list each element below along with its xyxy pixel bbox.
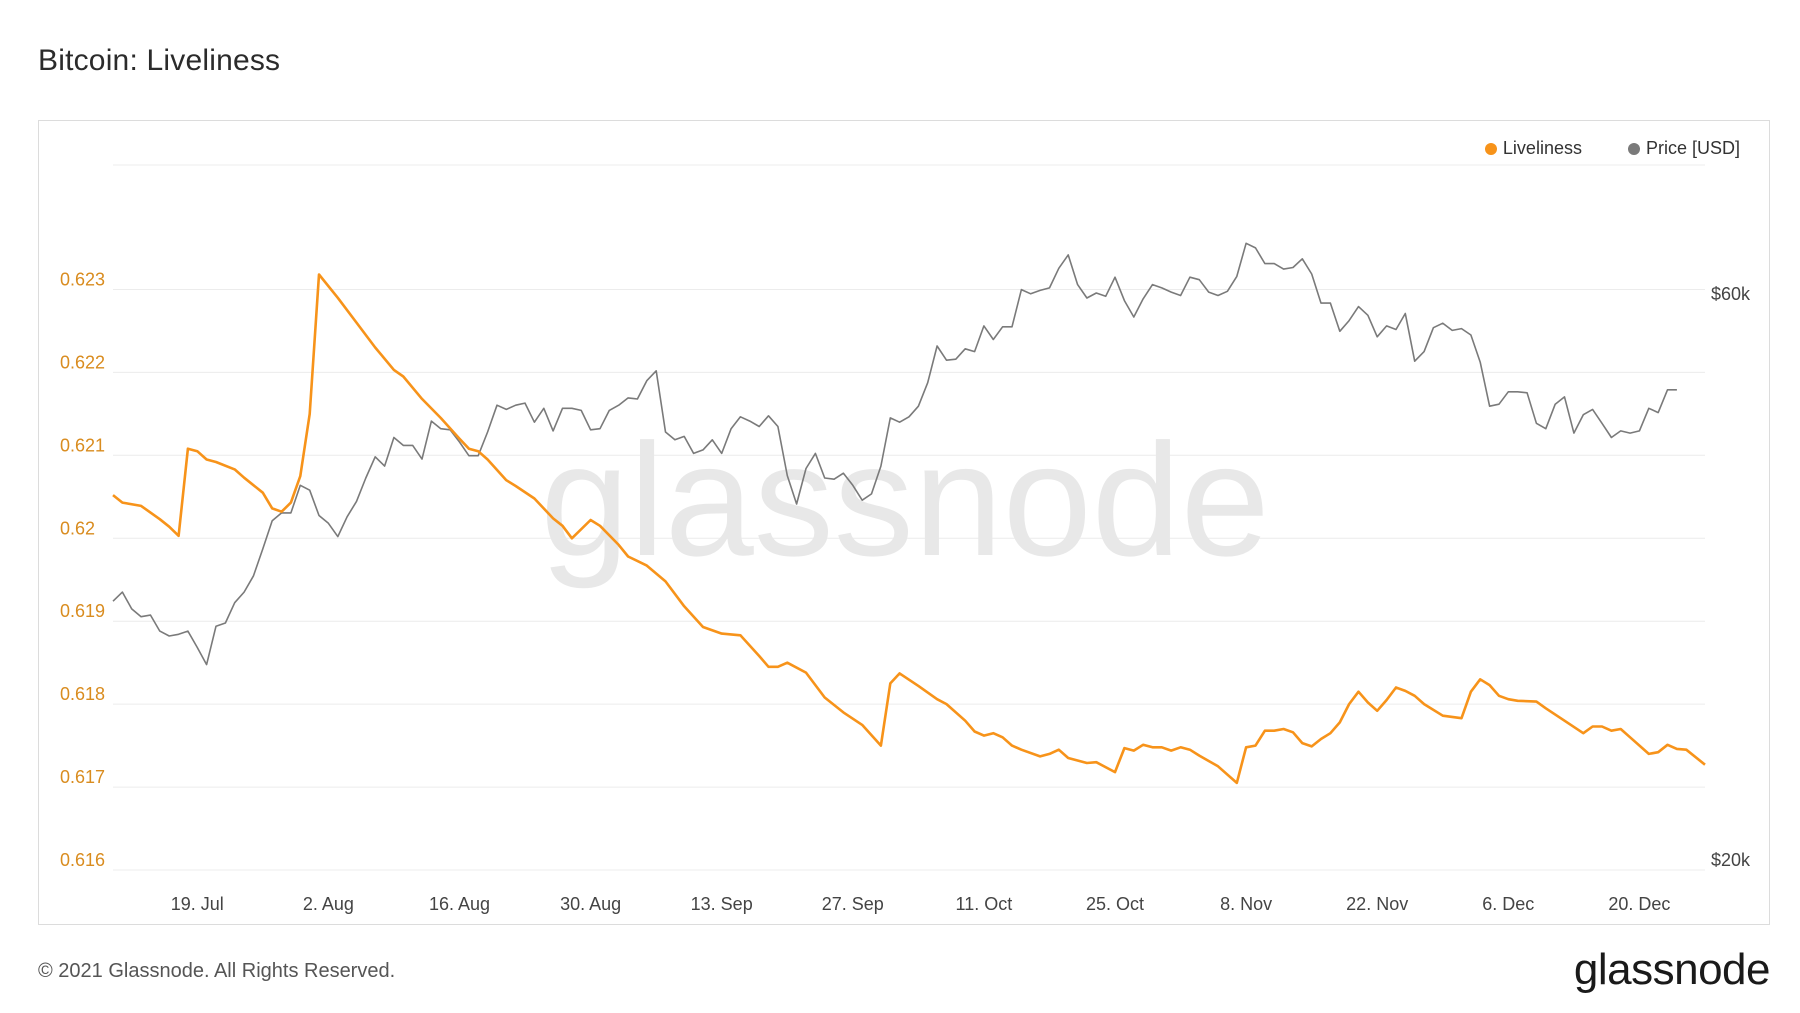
x-tick-label-9: 22. Nov	[1346, 894, 1408, 914]
right-tick-label-0: $20k	[1711, 850, 1751, 870]
x-axis: 19. Jul 2. Aug 16. Aug 30. Aug 13. Sep 27. Se…	[171, 894, 1671, 914]
x-tick-label-2: 16. Aug	[429, 894, 490, 914]
chart-legend: Liveliness Price [USD]	[1484, 138, 1740, 159]
x-tick-label-10: 6. Dec	[1482, 894, 1534, 914]
chart-title: Bitcoin: Liveliness	[38, 44, 281, 77]
x-tick-label-8: 8. Nov	[1220, 894, 1272, 914]
price-legend-dot	[1627, 142, 1640, 155]
x-tick-label-6: 11. Oct	[956, 894, 1013, 914]
copyright-text: © 2021 Glassnode. All Rights Reserved.	[38, 960, 396, 982]
x-tick-label-4: 13. Sep	[691, 894, 753, 914]
x-tick-label-5: 27. Sep	[822, 894, 884, 914]
left-tick-label-0: 0.616	[60, 850, 105, 870]
legend-item-price[interactable]: Price [USD]	[1627, 138, 1740, 159]
price-series-line[interactable]	[112, 242, 1677, 666]
left-tick-label-4: 0.62	[60, 518, 95, 538]
liveliness-legend-dot	[1484, 142, 1497, 155]
right-tick-label-1: $60k	[1711, 284, 1751, 304]
left-tick-label-2: 0.618	[60, 684, 105, 704]
glassnode-logo[interactable]: glassnode	[1573, 945, 1771, 994]
legend-label-price: Price [USD]	[1645, 138, 1740, 158]
legend-item-liveliness[interactable]: Liveliness	[1484, 138, 1582, 159]
x-tick-label-0: 19. Jul	[171, 894, 224, 914]
left-tick-label-1: 0.617	[60, 767, 105, 787]
left-tick-label-6: 0.622	[60, 352, 105, 372]
x-tick-label-7: 25. Oct	[1086, 894, 1144, 914]
right-y-axis: $20k $60k	[1711, 284, 1751, 870]
x-tick-label-3: 30. Aug	[560, 894, 621, 914]
legend-label-liveliness: Liveliness	[1502, 138, 1582, 158]
x-tick-label-11: 20. Dec	[1608, 894, 1670, 914]
liveliness-series-line[interactable]	[112, 273, 1706, 785]
series-layer	[112, 242, 1706, 785]
left-tick-label-3: 0.619	[60, 601, 105, 621]
watermark-text: glassnode	[540, 410, 1269, 589]
left-tick-label-7: 0.623	[60, 270, 105, 290]
left-y-axis: 0.616 0.617 0.618 0.619 0.62 0.621 0.622 0.623	[60, 270, 105, 871]
x-tick-label-1: 2. Aug	[303, 894, 354, 914]
grid-lines	[113, 164, 1705, 871]
left-tick-label-5: 0.621	[60, 435, 105, 455]
